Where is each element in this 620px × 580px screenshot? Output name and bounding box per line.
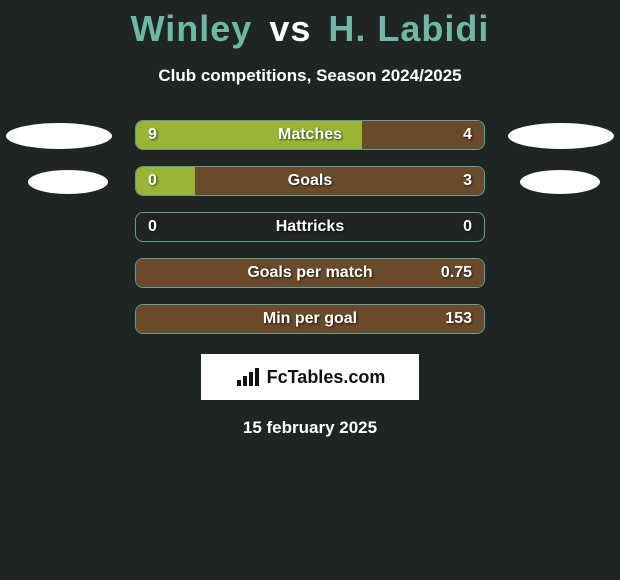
stat-value-right: 3 (463, 166, 472, 196)
stat-row-hattricks: 0 Hattricks 0 (0, 212, 620, 242)
vs-text: vs (269, 8, 311, 49)
bars-icon (235, 366, 263, 388)
comparison-title: Winley vs H. Labidi (0, 0, 620, 50)
stat-label: Goals per match (135, 258, 485, 288)
stat-value-right: 4 (463, 120, 472, 150)
player2-badge-icon (520, 170, 600, 194)
stat-label: Hattricks (135, 212, 485, 242)
stat-row-goals-per-match: Goals per match 0.75 (0, 258, 620, 288)
player1-badge-icon (6, 123, 112, 149)
stat-value-right: 0 (463, 212, 472, 242)
date-text: 15 february 2025 (0, 418, 620, 438)
subtitle: Club competitions, Season 2024/2025 (0, 66, 620, 86)
stat-value-right: 153 (445, 304, 472, 334)
player1-badge-icon (28, 170, 108, 194)
player1-name: Winley (131, 8, 253, 49)
player2-badge-icon (508, 123, 614, 149)
stat-row-matches: 9 Matches 4 (0, 120, 620, 150)
stat-row-min-per-goal: Min per goal 153 (0, 304, 620, 334)
stat-label: Min per goal (135, 304, 485, 334)
logo-box: FcTables.com (201, 354, 419, 400)
player2-name: H. Labidi (328, 8, 489, 49)
logo-text: FcTables.com (267, 367, 386, 388)
stat-row-goals: 0 Goals 3 (0, 166, 620, 196)
stat-label: Goals (135, 166, 485, 196)
stats-container: 9 Matches 4 0 Goals 3 0 Hattricks 0 Goal… (0, 120, 620, 334)
stat-label: Matches (135, 120, 485, 150)
logo: FcTables.com (235, 366, 386, 388)
stat-value-right: 0.75 (441, 258, 472, 288)
